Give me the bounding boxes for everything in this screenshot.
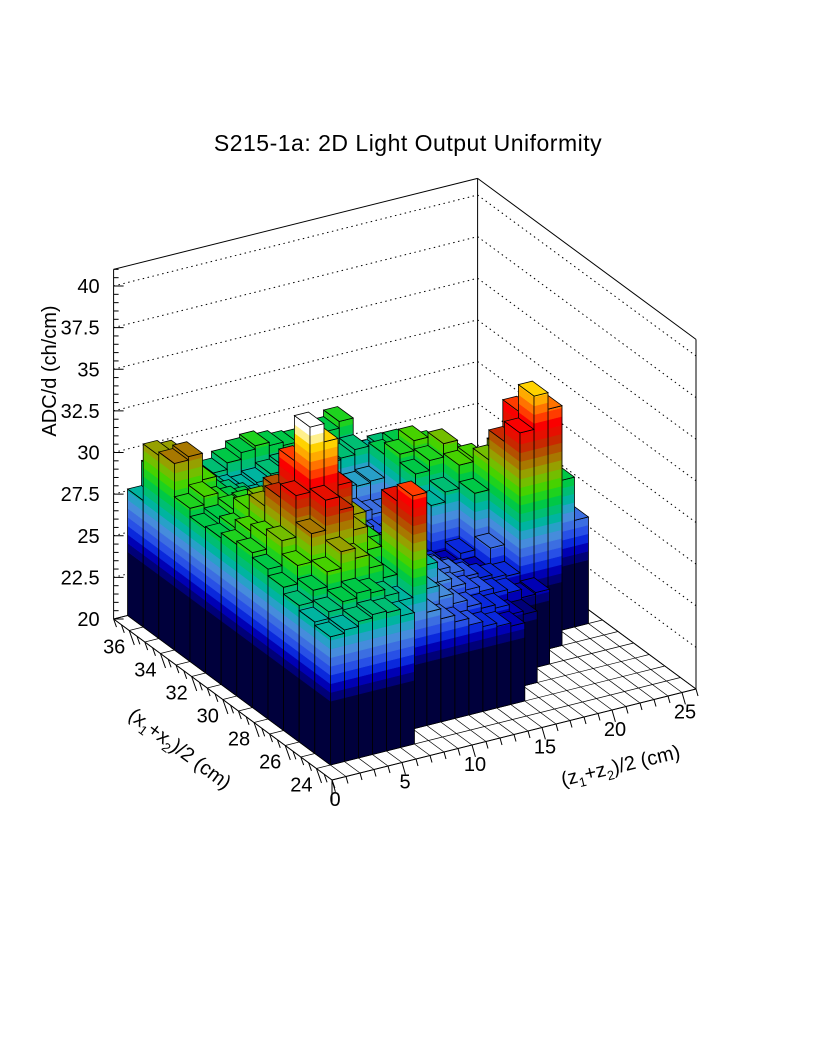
adc-axis-title: ADC/d (ch/cm) (39, 305, 61, 436)
chart-title: S215-1a: 2D Light Output Uniformity (213, 130, 603, 156)
z-axis-title: (z1+z2)/2 (cm) (559, 741, 683, 794)
axis-ticks (113, 268, 699, 793)
lego-bar (313, 621, 346, 766)
lego-bars (126, 380, 590, 766)
